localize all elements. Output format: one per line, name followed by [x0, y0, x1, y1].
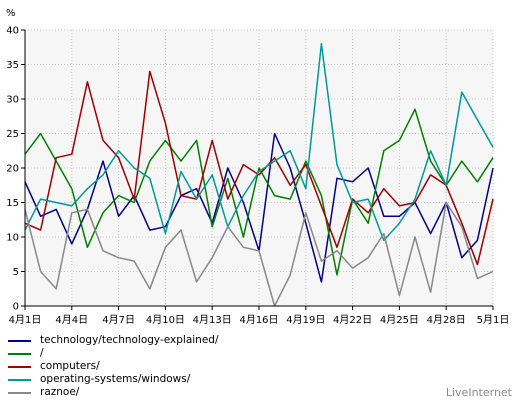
y-tick-label: 5: [13, 267, 19, 278]
series-line-2: [24, 70, 494, 266]
series-lines: [24, 43, 494, 307]
legend-item: raznoe/: [8, 386, 219, 399]
y-tick-label: 20: [6, 164, 19, 175]
line-chart: % 0 5 10 15 20 25 30 35 40 4月1日 4月4日 4月7日 4月10日 4月13…: [6, 8, 510, 326]
y-tick-label: 30: [6, 95, 19, 106]
x-tick-label: 4月4日: [55, 314, 88, 326]
y-tick-label: 10: [6, 233, 19, 244]
legend-item: /: [8, 347, 219, 360]
y-tick-label: 35: [6, 60, 19, 71]
legend-swatch: [8, 378, 31, 381]
legend-swatch: [8, 391, 31, 394]
x-tick-label: 4月1日: [9, 314, 42, 326]
x-tick-label: 4月13日: [193, 314, 232, 326]
legend-swatch: [8, 352, 31, 355]
legend-swatch: [8, 339, 31, 342]
y-tick-label: 40: [6, 26, 19, 37]
x-tick-label: 4月7日: [102, 314, 135, 326]
series-line-4: [24, 201, 494, 307]
legend-label: operating-systems/windows/: [40, 373, 191, 385]
legend-item: technology/technology-explained/: [8, 334, 219, 347]
legend-item: computers/: [8, 360, 219, 373]
series-line-3: [24, 43, 494, 242]
legend-label: computers/: [40, 360, 100, 372]
legend-swatch: [8, 365, 31, 368]
x-tick-label: 4月25日: [380, 314, 419, 326]
series-line-1: [24, 108, 494, 276]
x-tick-label: 4月16日: [239, 314, 278, 326]
legend: technology/technology-explained// compute…: [8, 334, 219, 399]
x-tick-label: 4月19日: [286, 314, 325, 326]
y-axis-ticks: 0 5 10 15 20 25 30 35 40: [6, 26, 25, 313]
x-tick-label: 4月28日: [427, 314, 466, 326]
x-tick-label: 4月10日: [146, 314, 185, 326]
y-axis-unit-label: %: [6, 8, 16, 19]
x-axis-ticks: 4月1日 4月4日 4月7日 4月10日 4月13日 4月16日 4月19日 4月22日 4月2…: [9, 306, 510, 326]
y-tick-label: 0: [13, 302, 19, 313]
y-tick-label: 25: [6, 129, 19, 140]
x-tick-label: 5月1日: [477, 314, 510, 326]
x-tick-label: 4月22日: [333, 314, 372, 326]
legend-label: /: [40, 347, 44, 359]
legend-label: raznoe/: [40, 386, 80, 398]
y-tick-label: 15: [6, 198, 19, 209]
legend-label: technology/technology-explained/: [40, 334, 219, 346]
legend-item: operating-systems/windows/: [8, 373, 219, 386]
brand-label: LiveInternet: [445, 386, 512, 399]
